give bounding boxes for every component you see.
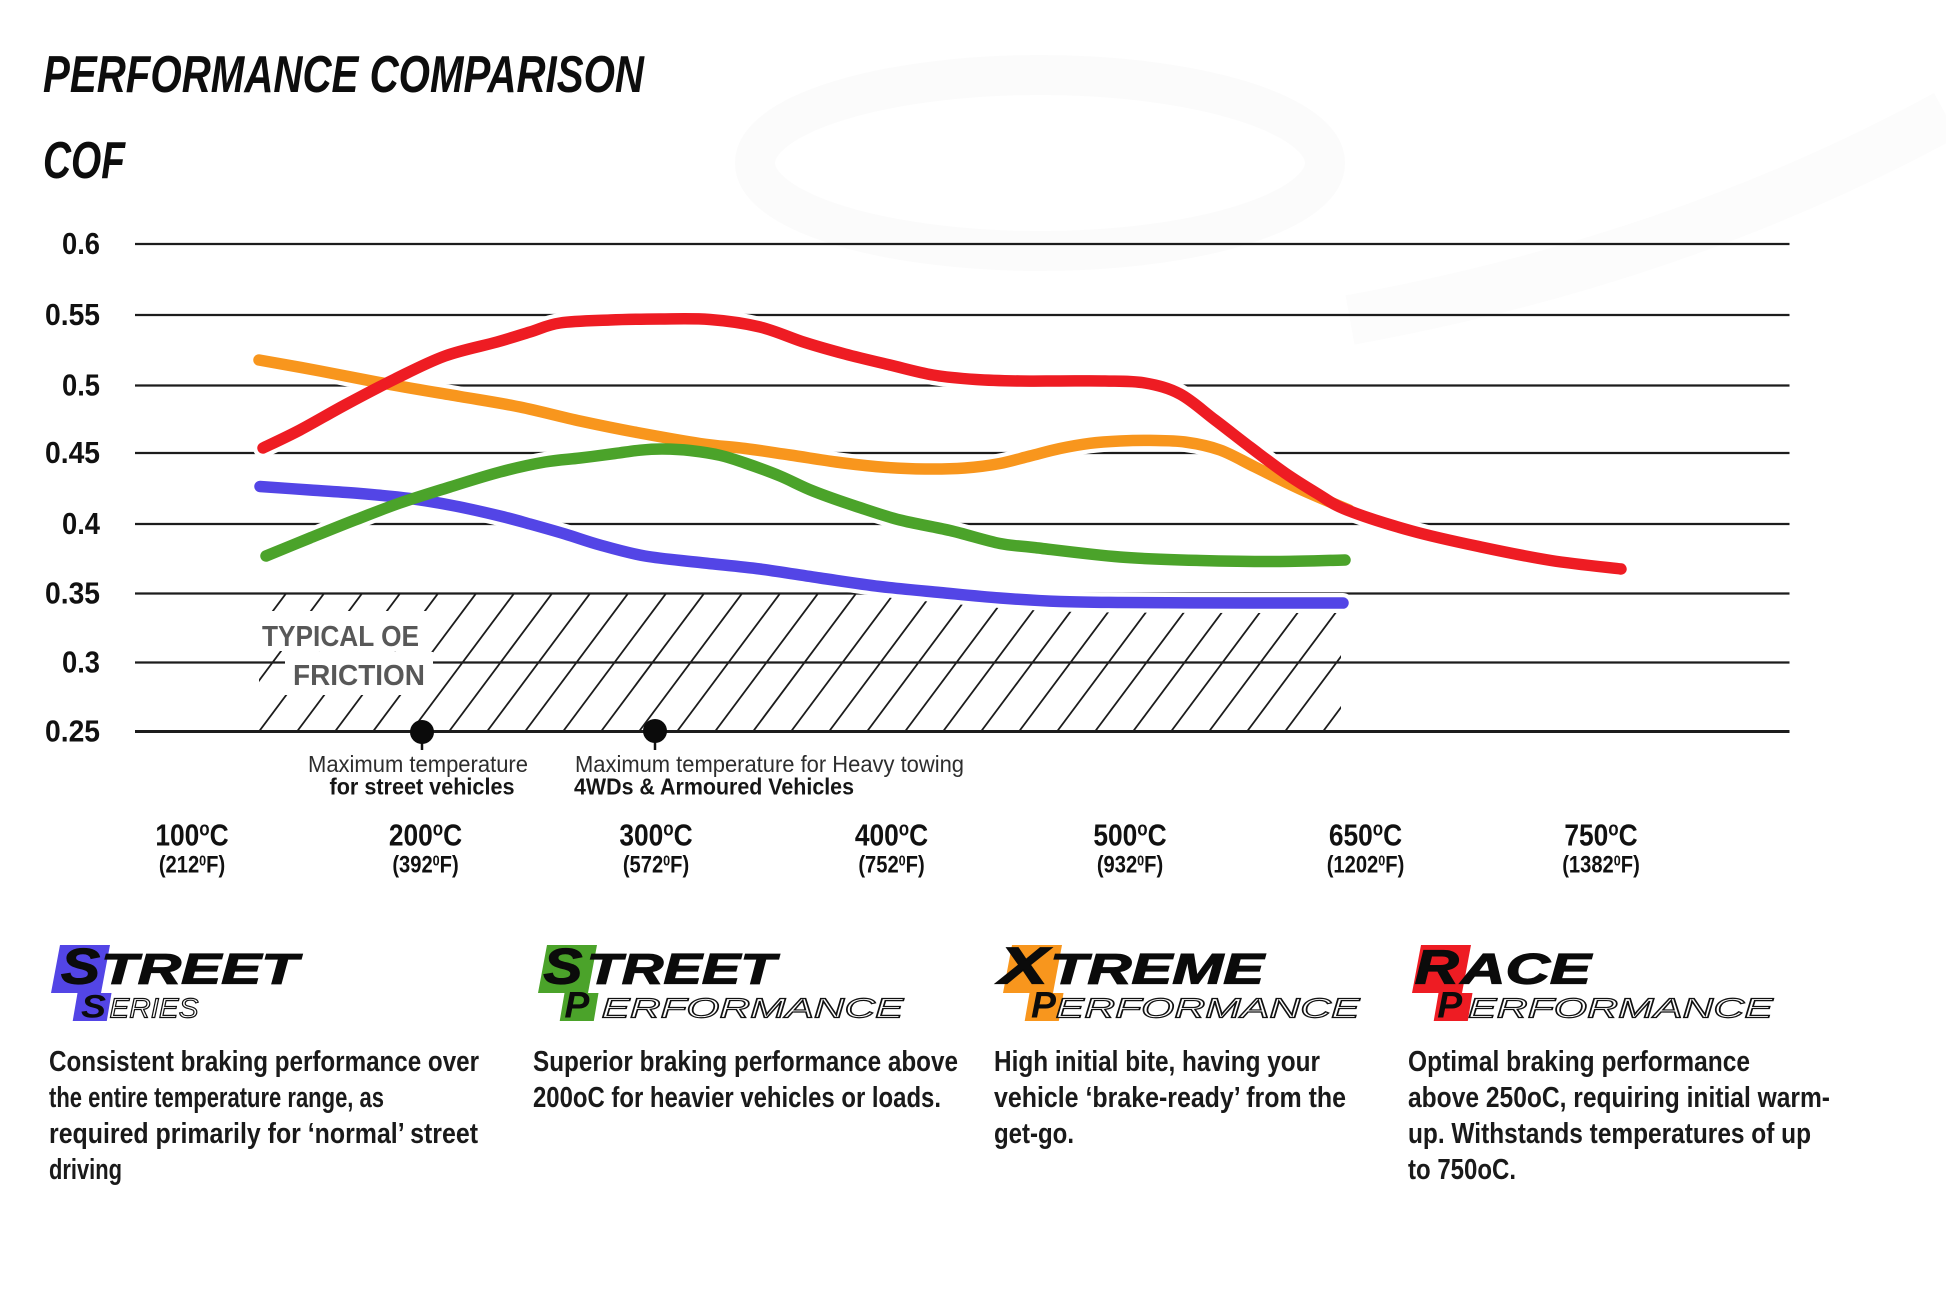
svg-text:S: S xyxy=(61,939,100,995)
svg-text:R: R xyxy=(1415,942,1459,995)
svg-text:(5720F): (5720F) xyxy=(623,851,689,878)
svg-text:(2120F): (2120F) xyxy=(159,851,225,878)
svg-text:required primarily for ‘normal: required primarily for ‘normal’ street xyxy=(49,1118,478,1150)
svg-text:get-go.: get-go. xyxy=(994,1118,1074,1150)
svg-text:Consistent braking performance: Consistent braking performance over xyxy=(49,1046,479,1078)
svg-text:(7520F): (7520F) xyxy=(858,851,924,878)
svg-text:0.5: 0.5 xyxy=(62,368,100,403)
svg-text:750oC: 750oC xyxy=(1564,817,1637,853)
svg-text:ERFORMANCE: ERFORMANCE xyxy=(1056,993,1361,1024)
svg-text:300oC: 300oC xyxy=(619,817,692,853)
svg-text:ERIES: ERIES xyxy=(110,993,200,1024)
svg-text:(3920F): (3920F) xyxy=(392,851,458,878)
svg-text:P: P xyxy=(1031,985,1056,1026)
svg-text:ERFORMANCE: ERFORMANCE xyxy=(602,993,905,1024)
svg-text:ACE: ACE xyxy=(1460,946,1593,994)
svg-text:X: X xyxy=(995,938,1053,996)
svg-text:ERFORMANCE: ERFORMANCE xyxy=(1468,993,1774,1024)
svg-text:650oC: 650oC xyxy=(1329,817,1402,853)
svg-text:TREET: TREET xyxy=(587,946,781,994)
svg-text:0.3: 0.3 xyxy=(62,645,100,680)
svg-text:driving: driving xyxy=(49,1154,122,1186)
svg-text:200oC for heavier vehicles or: 200oC for heavier vehicles or loads. xyxy=(533,1082,941,1114)
svg-text:TREET: TREET xyxy=(101,946,303,994)
svg-text:vehicle ‘brake-ready’ from the: vehicle ‘brake-ready’ from the xyxy=(994,1082,1346,1114)
svg-text:200oC: 200oC xyxy=(389,817,462,853)
svg-text:S: S xyxy=(543,939,582,995)
svg-text:0.45: 0.45 xyxy=(45,435,100,470)
svg-text:400oC: 400oC xyxy=(855,817,928,853)
svg-text:S: S xyxy=(81,989,107,1025)
svg-text:0.55: 0.55 xyxy=(45,297,100,332)
svg-text:TYPICAL OE: TYPICAL OE xyxy=(262,621,419,653)
svg-text:PERFORMANCE COMPARISON: PERFORMANCE COMPARISON xyxy=(43,46,645,104)
svg-text:FRICTION: FRICTION xyxy=(293,660,425,692)
svg-text:0.4: 0.4 xyxy=(62,506,101,541)
svg-text:P: P xyxy=(564,985,589,1026)
svg-text:0.25: 0.25 xyxy=(45,714,100,749)
svg-text:Maximum temperature for Heavy: Maximum temperature for Heavy towing xyxy=(575,751,964,777)
svg-text:to 750oC.: to 750oC. xyxy=(1408,1154,1516,1186)
svg-text:the entire temperature range,: the entire temperature range, as xyxy=(49,1082,384,1114)
svg-text:(12020F): (12020F) xyxy=(1327,851,1405,878)
svg-text:0.35: 0.35 xyxy=(45,576,100,611)
svg-text:(9320F): (9320F) xyxy=(1097,851,1163,878)
svg-text:COF: COF xyxy=(43,132,126,190)
svg-text:500oC: 500oC xyxy=(1093,817,1166,853)
svg-text:P: P xyxy=(1437,985,1462,1026)
svg-text:Superior braking performance a: Superior braking performance above xyxy=(533,1046,958,1078)
svg-text:Maximum temperature: Maximum temperature xyxy=(308,751,528,777)
svg-text:for street vehicles: for street vehicles xyxy=(330,774,515,800)
svg-text:High initial bite, having your: High initial bite, having your xyxy=(994,1046,1320,1078)
svg-text:Optimal braking performance: Optimal braking performance xyxy=(1408,1046,1750,1078)
svg-text:(13820F): (13820F) xyxy=(1562,851,1640,878)
svg-text:up. Withstands temperatures of: up. Withstands temperatures of up xyxy=(1408,1118,1811,1150)
svg-text:4WDs & Armoured Vehicles: 4WDs & Armoured Vehicles xyxy=(574,774,854,800)
svg-text:above 250oC, requiring initial: above 250oC, requiring initial warm- xyxy=(1408,1082,1830,1114)
svg-text:TREME: TREME xyxy=(1050,946,1266,994)
svg-text:0.6: 0.6 xyxy=(62,226,100,261)
svg-text:100oC: 100oC xyxy=(155,817,228,853)
